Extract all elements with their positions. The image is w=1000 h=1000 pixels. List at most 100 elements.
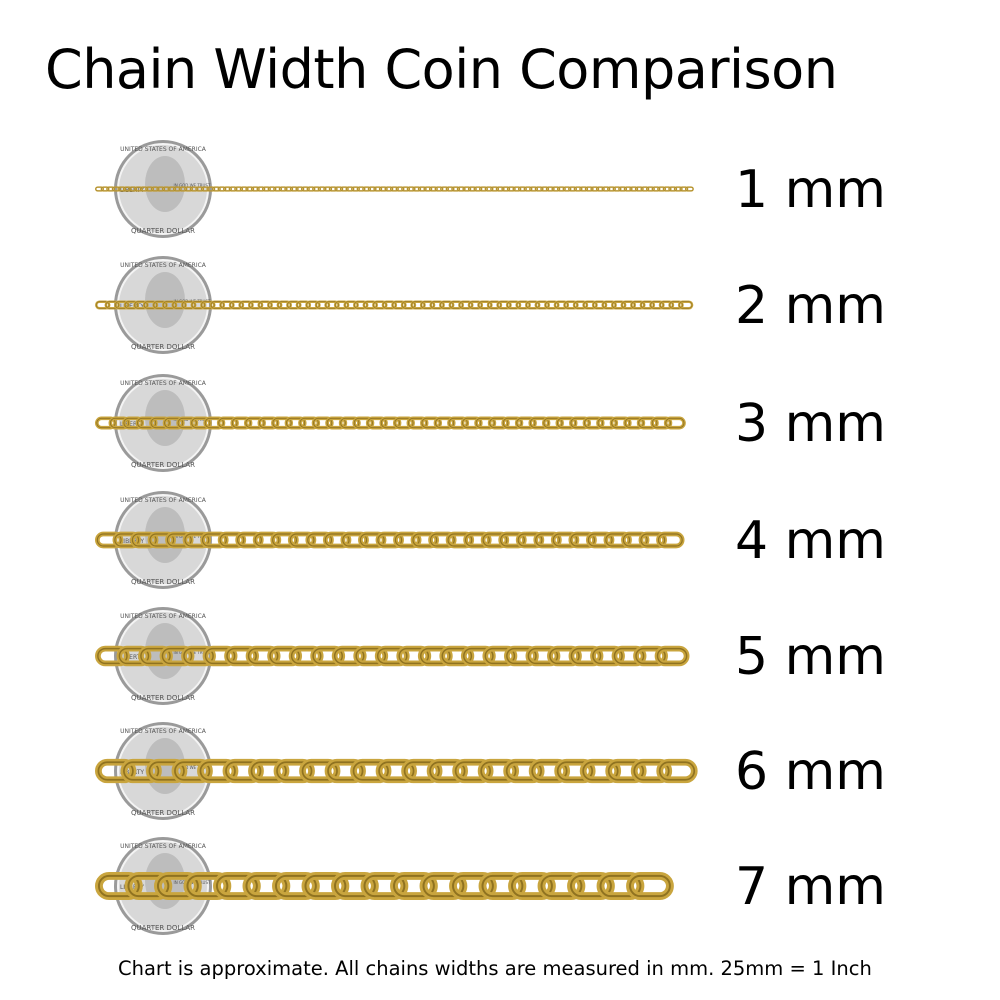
svg-text:QUARTER DOLLAR: QUARTER DOLLAR (131, 578, 195, 586)
chain-link-outline (622, 533, 648, 547)
chain-link-outline (527, 647, 559, 665)
chain-link-outline (605, 533, 631, 547)
chain-link-outline (184, 533, 210, 547)
chain-link-outline (304, 874, 347, 898)
chain-link-outline (451, 186, 460, 192)
chain-link-outline (631, 301, 645, 309)
chain-link-outline (621, 301, 636, 309)
chain-link-outline (323, 186, 332, 192)
chain-link-outline (272, 533, 297, 547)
chain-link-outline (449, 301, 464, 309)
chain-link-outline (459, 301, 473, 309)
chain-link-outline (462, 417, 482, 429)
chain-link-outline (607, 186, 616, 192)
chain-link-outline (635, 647, 666, 665)
chain-link (656, 531, 685, 549)
chain-link-outline (473, 186, 482, 192)
chain-link-outline (659, 301, 674, 309)
chain-link-outline (587, 533, 613, 547)
chain-link-outline (457, 186, 466, 192)
chain-link-outline (624, 417, 644, 429)
chain-link-outline (313, 417, 333, 429)
chain-link-outline (669, 301, 683, 309)
chain-link-outline (393, 874, 435, 898)
chain-link-outline (546, 186, 555, 192)
chain-link-outline (601, 186, 610, 192)
chain-link-outline (234, 186, 243, 192)
chain-link-outline (480, 761, 517, 781)
chain-link-outline (652, 186, 660, 192)
chain-link-outline (407, 186, 416, 192)
chain-link-outline (186, 874, 229, 898)
chain-link-outline (545, 301, 559, 309)
chain-link-outline (401, 186, 410, 192)
chain-link-outline (570, 874, 612, 898)
chain-link-outline (183, 647, 214, 665)
chain-link-outline (582, 761, 619, 781)
chain-link-outline (394, 533, 420, 547)
chain-link-outline (290, 186, 299, 192)
chain-link-outline (220, 301, 234, 309)
chain-link-outline (468, 186, 477, 192)
chain-links (94, 531, 685, 549)
chain-link-outline (351, 186, 360, 192)
chain-link-outline (312, 647, 343, 665)
chain-link-outline (247, 647, 279, 665)
footer-note: Chart is approximate. All chains widths … (118, 957, 872, 980)
chain-link-outline (210, 301, 225, 309)
chain-link-outline (273, 186, 282, 192)
chain-link-outline (633, 761, 670, 781)
chain-link-outline (161, 647, 193, 665)
chain-link-outline (398, 647, 430, 665)
chain-link-outline (535, 301, 550, 309)
chain-link-outline (506, 647, 537, 665)
chain-link-outline (484, 647, 516, 665)
chain-link-outline (245, 417, 265, 429)
chain-link-outline (592, 647, 623, 665)
chain-link-outline (658, 761, 696, 781)
chain-link-outline (596, 186, 605, 192)
chain-link-outline (629, 874, 671, 898)
chain-link-outline (657, 533, 683, 547)
chain-link-outline (607, 761, 645, 781)
chain-link-outline (556, 761, 594, 781)
chain-link-outline (325, 301, 339, 309)
chain-link-outline (418, 186, 427, 192)
chain-link-outline (411, 301, 425, 309)
chain-link-outline (145, 186, 154, 192)
chain-link-outline (285, 417, 306, 429)
chain-link-outline (340, 186, 349, 192)
chain-link-outline (407, 417, 428, 429)
chain-link-outline (229, 301, 244, 309)
chain-link-outline (143, 301, 158, 309)
chain-row-1mm: UNITED STATES OF AMERICA LIBERTY IN GOD WE… (0, 134, 1000, 244)
chain-link-outline (592, 301, 607, 309)
svg-text:QUARTER DOLLAR: QUARTER DOLLAR (131, 227, 195, 235)
chain-link-outline (181, 301, 196, 309)
chain-link-outline (114, 533, 140, 547)
chain-link-outline (262, 186, 271, 192)
chain-link-outline (611, 301, 626, 309)
chain-link-outline (199, 761, 236, 781)
chain-link-outline (248, 301, 263, 309)
chain-link-outline (301, 761, 338, 781)
chain-link-outline (217, 186, 226, 192)
chain-link-outline (340, 417, 360, 429)
chain-link-outline (570, 533, 596, 547)
chain-link-outline (254, 533, 280, 547)
width-label: 7 mm (735, 857, 886, 917)
chain-link-outline (277, 301, 292, 309)
chain-link-outline (535, 533, 561, 547)
chain-row-7mm: UNITED STATES OF AMERICA LIBERTY IN GOD WE… (0, 831, 1000, 941)
chain-link-outline (156, 186, 165, 192)
width-label: 6 mm (735, 742, 886, 802)
chain-link-outline (640, 301, 655, 309)
chain-link-outline (218, 417, 238, 429)
chain-link-outline (540, 186, 549, 192)
chain-link-outline (668, 186, 677, 192)
chain-link-outline (295, 186, 304, 192)
chain-link-outline (112, 186, 121, 192)
chain-link-outline (334, 186, 343, 192)
